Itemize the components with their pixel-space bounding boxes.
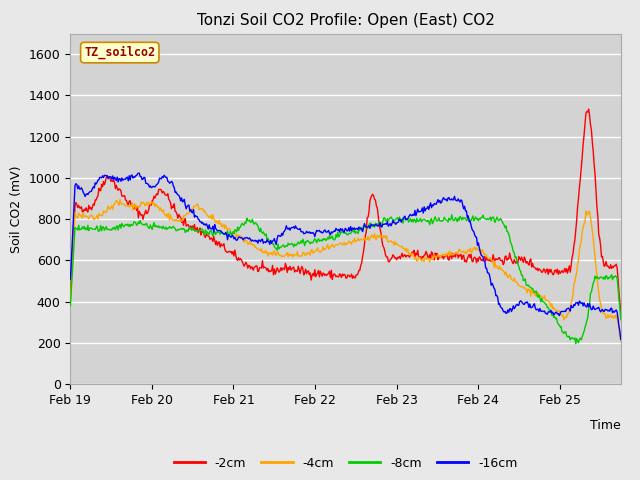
Y-axis label: Soil CO2 (mV): Soil CO2 (mV): [10, 165, 23, 252]
Text: TZ_soilco2: TZ_soilco2: [84, 46, 156, 59]
Legend: -2cm, -4cm, -8cm, -16cm: -2cm, -4cm, -8cm, -16cm: [168, 452, 523, 475]
Title: Tonzi Soil CO2 Profile: Open (East) CO2: Tonzi Soil CO2 Profile: Open (East) CO2: [196, 13, 495, 28]
Text: Time: Time: [590, 419, 621, 432]
